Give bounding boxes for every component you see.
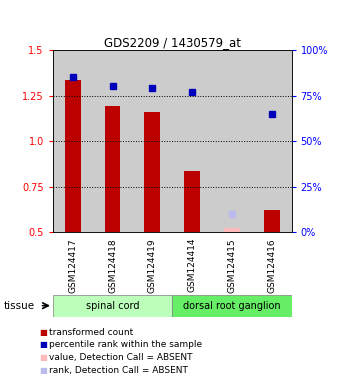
Title: GDS2209 / 1430579_at: GDS2209 / 1430579_at	[104, 36, 241, 49]
Bar	[252, 50, 292, 232]
Bar	[224, 228, 240, 232]
Text: value, Detection Call = ABSENT: value, Detection Call = ABSENT	[49, 353, 193, 362]
Bar	[172, 50, 212, 232]
Text: ■: ■	[39, 340, 47, 349]
Text: ■: ■	[39, 366, 47, 375]
Text: ■: ■	[39, 328, 47, 337]
Bar	[184, 171, 200, 232]
Text: GSM124414: GSM124414	[188, 238, 197, 293]
Bar	[105, 106, 120, 232]
Text: GSM124415: GSM124415	[227, 238, 236, 293]
Bar	[132, 50, 172, 232]
Bar	[264, 210, 280, 232]
Text: dorsal root ganglion: dorsal root ganglion	[183, 301, 281, 311]
Bar	[65, 80, 81, 232]
Text: spinal cord: spinal cord	[86, 301, 139, 311]
Text: GSM124416: GSM124416	[267, 238, 276, 293]
Text: tissue: tissue	[3, 301, 34, 311]
Text: ■: ■	[39, 353, 47, 362]
Bar	[212, 50, 252, 232]
Text: transformed count: transformed count	[49, 328, 134, 337]
Bar	[93, 50, 132, 232]
Text: GSM124419: GSM124419	[148, 238, 157, 293]
Bar	[53, 295, 172, 317]
Bar	[144, 112, 160, 232]
Text: rank, Detection Call = ABSENT: rank, Detection Call = ABSENT	[49, 366, 188, 375]
Text: percentile rank within the sample: percentile rank within the sample	[49, 340, 203, 349]
Text: GSM124418: GSM124418	[108, 238, 117, 293]
Bar	[53, 50, 93, 232]
Text: GSM124417: GSM124417	[68, 238, 77, 293]
Bar	[172, 295, 292, 317]
